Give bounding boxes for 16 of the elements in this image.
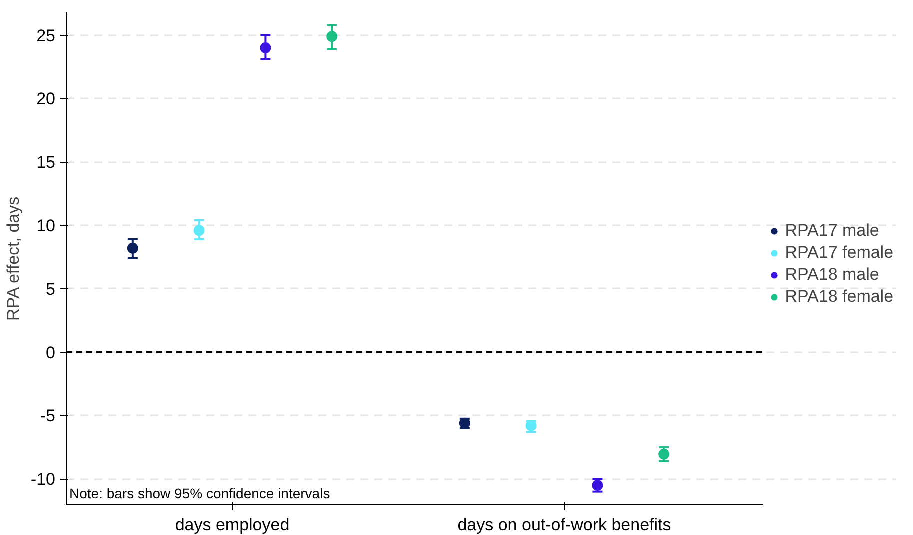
legend-label: RPA17 female <box>785 243 894 264</box>
x-tick-label: days on out-of-work benefits <box>458 516 672 534</box>
y-tick-label: 15 <box>36 153 56 172</box>
y-tick-label: -5 <box>40 406 56 426</box>
x-tick-label: days employed <box>175 516 290 534</box>
y-tick-label: 20 <box>36 90 56 109</box>
y-tick-label: 10 <box>36 216 56 236</box>
y-tick-label: -10 <box>30 470 56 490</box>
legend-label: RPA18 female <box>785 287 894 308</box>
legend-label: RPA17 male <box>785 221 880 242</box>
y-tick-label: 25 <box>36 26 56 46</box>
y-axis-title: RPA effect, days <box>4 196 23 322</box>
annotation: Note: bars show 95% confidence intervals <box>70 486 330 502</box>
y-tick-label: 0 <box>46 343 56 362</box>
y-tick-label: 5 <box>46 280 56 299</box>
legend-label: RPA18 male <box>785 265 880 286</box>
